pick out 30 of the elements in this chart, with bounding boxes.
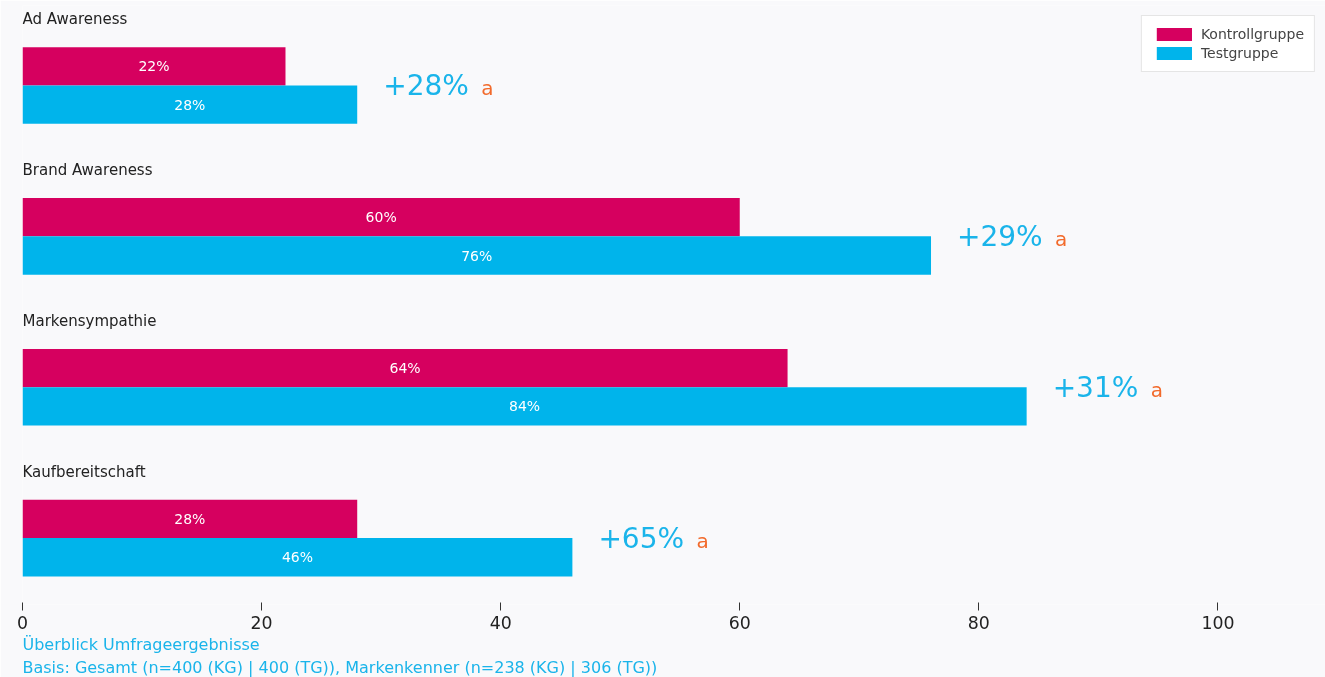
annotation: a [1150,378,1163,403]
annotation: a [696,529,709,554]
data-label: 64% [389,360,421,377]
data-label: 60% [365,209,397,226]
y-tick-label: Kaufbereitschaft [22,462,146,481]
x-tick-label: 100 [1201,612,1235,633]
data-label: 22% [138,58,170,75]
annotation: a [1055,227,1068,252]
annotation: a [481,76,494,101]
text: Überblick Umfrageergebnisse [22,634,260,654]
data-label: 28% [174,510,206,527]
annotation: +31% [1052,370,1139,404]
x-tick-label: 80 [967,612,990,633]
data-label: 84% [509,398,541,415]
data-label: 28% [174,96,206,113]
x-tick-label: 20 [250,612,273,633]
data-label: 76% [461,247,493,264]
legend-label: Testgruppe [1200,45,1279,61]
y-tick-label: Ad Awareness [22,10,128,29]
text: Basis: Gesamt (n=400 (KG) | 400 (TG)), Markenkenner (n=238 (KG) | 306 (TG)) [22,657,658,677]
x-tick-label: 60 [728,612,751,633]
data-label: 46% [281,549,314,566]
y-tick-label: Brand Awareness [22,160,153,179]
x-tick-label: 0 [16,612,29,633]
annotation: +29% [957,219,1043,253]
annotation: +65% [598,521,685,555]
x-tick-label: 40 [489,612,512,633]
legend-label: Kontrollgruppe [1200,26,1304,42]
annotation: +28% [383,68,469,102]
y-tick-label: Markensympathie [22,311,157,330]
